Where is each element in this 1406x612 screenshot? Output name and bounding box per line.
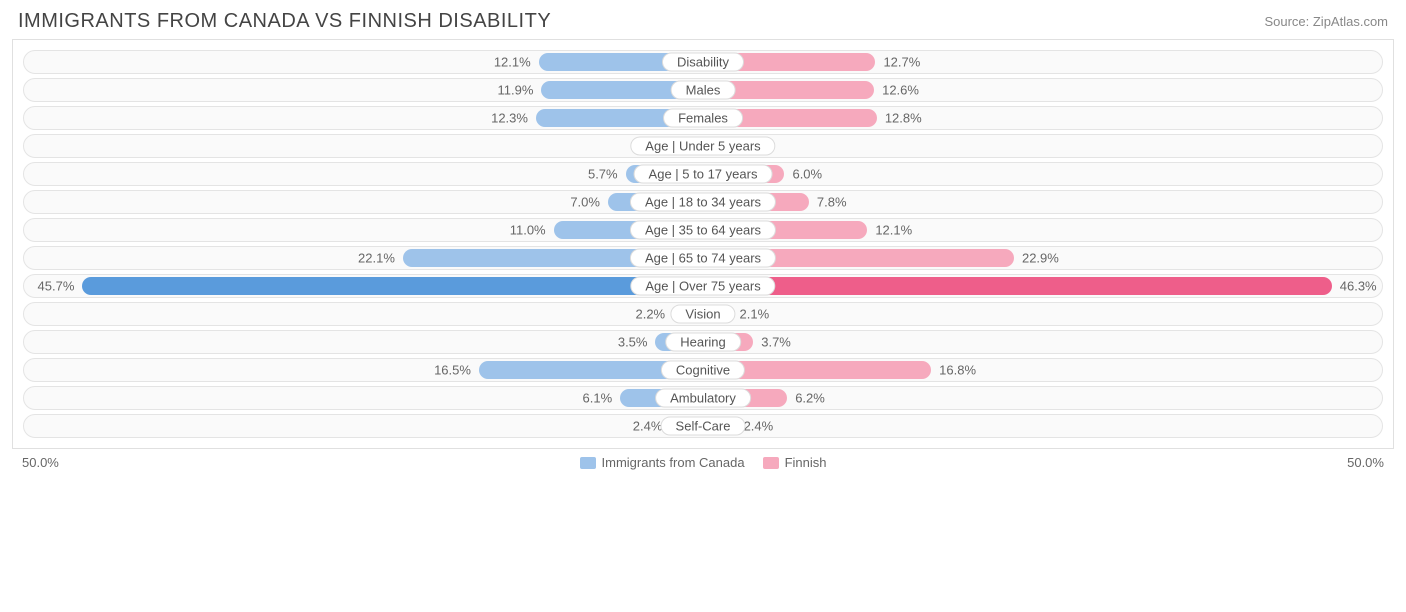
bar-value-left: 16.5% [434,363,471,378]
category-pill: Ambulatory [655,389,751,408]
category-pill: Age | 5 to 17 years [634,165,773,184]
category-pill: Age | 35 to 64 years [630,221,776,240]
category-pill: Age | 18 to 34 years [630,193,776,212]
chart-row: 12.1% 12.7% Disability [23,50,1383,74]
bar-value-left: 11.9% [498,83,534,98]
category-pill: Cognitive [661,361,745,380]
bar-value-left: 7.0% [570,195,600,210]
chart-row: 2.2% 2.1% Vision [23,302,1383,326]
category-pill: Age | Under 5 years [630,137,775,156]
bar-value-right: 2.4% [744,419,774,434]
chart-row: 3.5% 3.7% Hearing [23,330,1383,354]
axis-max-left: 50.0% [22,455,59,470]
chart-row: 6.1% 6.2% Ambulatory [23,386,1383,410]
bar-value-left: 6.1% [583,391,613,406]
category-pill: Disability [662,53,744,72]
bar-value-right: 46.3% [1340,279,1377,294]
bar-value-left: 2.4% [633,419,663,434]
bar-right [703,277,1332,295]
legend-label-right: Finnish [785,455,827,470]
axis-max-right: 50.0% [1347,455,1384,470]
chart-row: 5.7% 6.0% Age | 5 to 17 years [23,162,1383,186]
legend-item-left: Immigrants from Canada [580,455,745,470]
category-pill: Age | 65 to 74 years [630,249,776,268]
bar-value-left: 22.1% [358,251,395,266]
chart-row: 2.4% 2.4%Self-Care [23,414,1383,438]
category-pill: Females [663,109,743,128]
category-pill: Vision [670,305,735,324]
bar-value-right: 3.7% [761,335,791,350]
bar-value-left: 3.5% [618,335,648,350]
legend-label-left: Immigrants from Canada [602,455,745,470]
bar-value-right: 12.1% [875,223,912,238]
bar-left [82,277,703,295]
bar-value-left: 11.0% [510,223,546,238]
legend-swatch-left [580,457,596,469]
legend-swatch-right [763,457,779,469]
bar-value-right: 12.6% [882,83,919,98]
chart-source: Source: ZipAtlas.com [1264,14,1388,29]
bar-value-right: 16.8% [939,363,976,378]
bar-value-right: 6.2% [795,391,825,406]
chart-row: 11.9% 12.6% Males [23,78,1383,102]
legend-item-right: Finnish [763,455,827,470]
bar-value-left: 5.7% [588,167,618,182]
bar-value-left: 2.2% [635,307,665,322]
bar-value-left: 12.1% [494,55,531,70]
bar-value-right: 2.1% [740,307,770,322]
category-pill: Males [671,81,736,100]
bar-value-right: 12.8% [885,111,922,126]
bar-value-right: 22.9% [1022,251,1059,266]
legend: Immigrants from Canada Finnish [580,455,827,470]
category-pill: Hearing [665,333,741,352]
chart-row: 7.0% 7.8% Age | 18 to 34 years [23,190,1383,214]
chart-row: 16.5% 16.8% Cognitive [23,358,1383,382]
chart-row: 45.7% 46.3% Age | Over 75 years [23,274,1383,298]
bar-value-left: 12.3% [491,111,528,126]
chart-row: 22.1% 22.9% Age | 65 to 74 years [23,246,1383,270]
bar-value-right: 6.0% [792,167,822,182]
bar-value-right: 7.8% [817,195,847,210]
chart-row: 12.3% 12.8% Females [23,106,1383,130]
chart-header: IMMIGRANTS FROM CANADA VS FINNISH DISABI… [0,0,1406,39]
category-pill: Age | Over 75 years [630,277,775,296]
chart-row: 1.4%1.6%Age | Under 5 years [23,134,1383,158]
bar-value-right: 12.7% [883,55,920,70]
category-pill: Self-Care [661,417,746,436]
chart-title: IMMIGRANTS FROM CANADA VS FINNISH DISABI… [18,10,551,33]
bar-value-left: 45.7% [38,279,75,294]
chart-row: 11.0% 12.1% Age | 35 to 64 years [23,218,1383,242]
chart-footer: 50.0% Immigrants from Canada Finnish 50.… [22,455,1384,470]
chart-area: 12.1% 12.7% Disability 11.9% 12.6% Males 12.3%… [12,39,1394,449]
